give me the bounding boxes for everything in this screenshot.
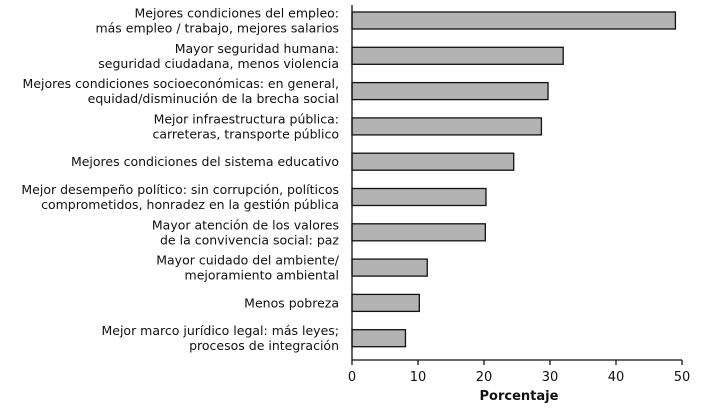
category-labels-group: Mejores condiciones del empleo: más emple… xyxy=(21,6,339,354)
category-label-line: Mejor infraestructura pública: xyxy=(154,111,339,126)
bar-1 xyxy=(351,11,677,30)
category-label-4: Mejor infraestructura pública: carreteras… xyxy=(152,111,339,141)
category-label-line: Mayor seguridad humana: xyxy=(175,41,339,56)
category-label-2: Mayor seguridad humana: seguridad ciudada… xyxy=(98,41,339,71)
x-tick-label: 30 xyxy=(542,370,559,385)
category-label-line: procesos de integración xyxy=(189,338,339,353)
bar-3 xyxy=(351,81,549,101)
category-label-line: equidad/disminución de la brecha social xyxy=(88,91,339,106)
category-label-5: Mejores condiciones del sistema educativ… xyxy=(71,154,339,169)
bar-8 xyxy=(351,258,428,277)
x-tick-label: 0 xyxy=(348,370,356,385)
category-label-8: Mayor cuidado del ambiente/mejoramiento … xyxy=(156,253,340,283)
bar-2 xyxy=(351,46,564,65)
category-label-line: mejoramiento ambiental xyxy=(185,268,339,283)
category-label-line: seguridad ciudadana, menos violencia xyxy=(98,56,339,71)
category-label-line: Mejores condiciones del empleo: xyxy=(135,6,339,21)
bar-4 xyxy=(351,117,543,136)
category-label-6: Mejor desempeño político: sin corrupción… xyxy=(21,182,339,212)
category-label-line: Mayor cuidado del ambiente/ xyxy=(156,253,340,268)
x-axis-label: Porcentaje xyxy=(480,389,559,404)
category-label-line: carreteras, transporte público xyxy=(152,126,339,141)
category-label-line: comprometidos, honradez en la gestión pú… xyxy=(41,197,339,212)
category-label-9: Menos pobreza xyxy=(244,295,339,310)
x-tick-label: 40 xyxy=(608,370,625,385)
category-label-3: Mejores condiciones socioeconómicas: en … xyxy=(23,76,339,106)
category-label-line: más empleo / trabajo, mejores salarios xyxy=(95,21,339,36)
bars-group xyxy=(351,11,677,348)
category-label-line: Mejores condiciones socioeconómicas: en … xyxy=(23,76,339,91)
x-tick-label: 10 xyxy=(410,370,427,385)
category-label-line: Mejores condiciones del sistema educativ… xyxy=(71,154,339,169)
category-label-10: Mejor marco jurídico legal: más leyes; pr… xyxy=(101,323,339,353)
x-tick-label: 20 xyxy=(476,370,493,385)
category-label-line: Mejor desempeño político: sin corrupción… xyxy=(21,182,339,197)
bar-10 xyxy=(351,329,407,348)
category-label-7: Mayor atención de los valores de la convi… xyxy=(152,217,340,247)
x-tick-label: 50 xyxy=(674,370,691,385)
x-ticks-group: 0 10 20 30 40 50 xyxy=(348,360,690,385)
category-label-line: Mejor marco jurídico legal: más leyes; xyxy=(101,323,339,338)
bar-9 xyxy=(351,293,420,313)
category-label-line: Menos pobreza xyxy=(244,295,339,310)
bar-6 xyxy=(351,187,487,207)
bar-5 xyxy=(351,152,515,171)
bar-7 xyxy=(351,223,486,242)
category-label-line: Mayor atención de los valores xyxy=(152,217,339,232)
category-label-line: de la convivencia social: paz xyxy=(160,232,339,247)
category-label-1: Mejores condiciones del empleo: más emple… xyxy=(95,6,339,36)
